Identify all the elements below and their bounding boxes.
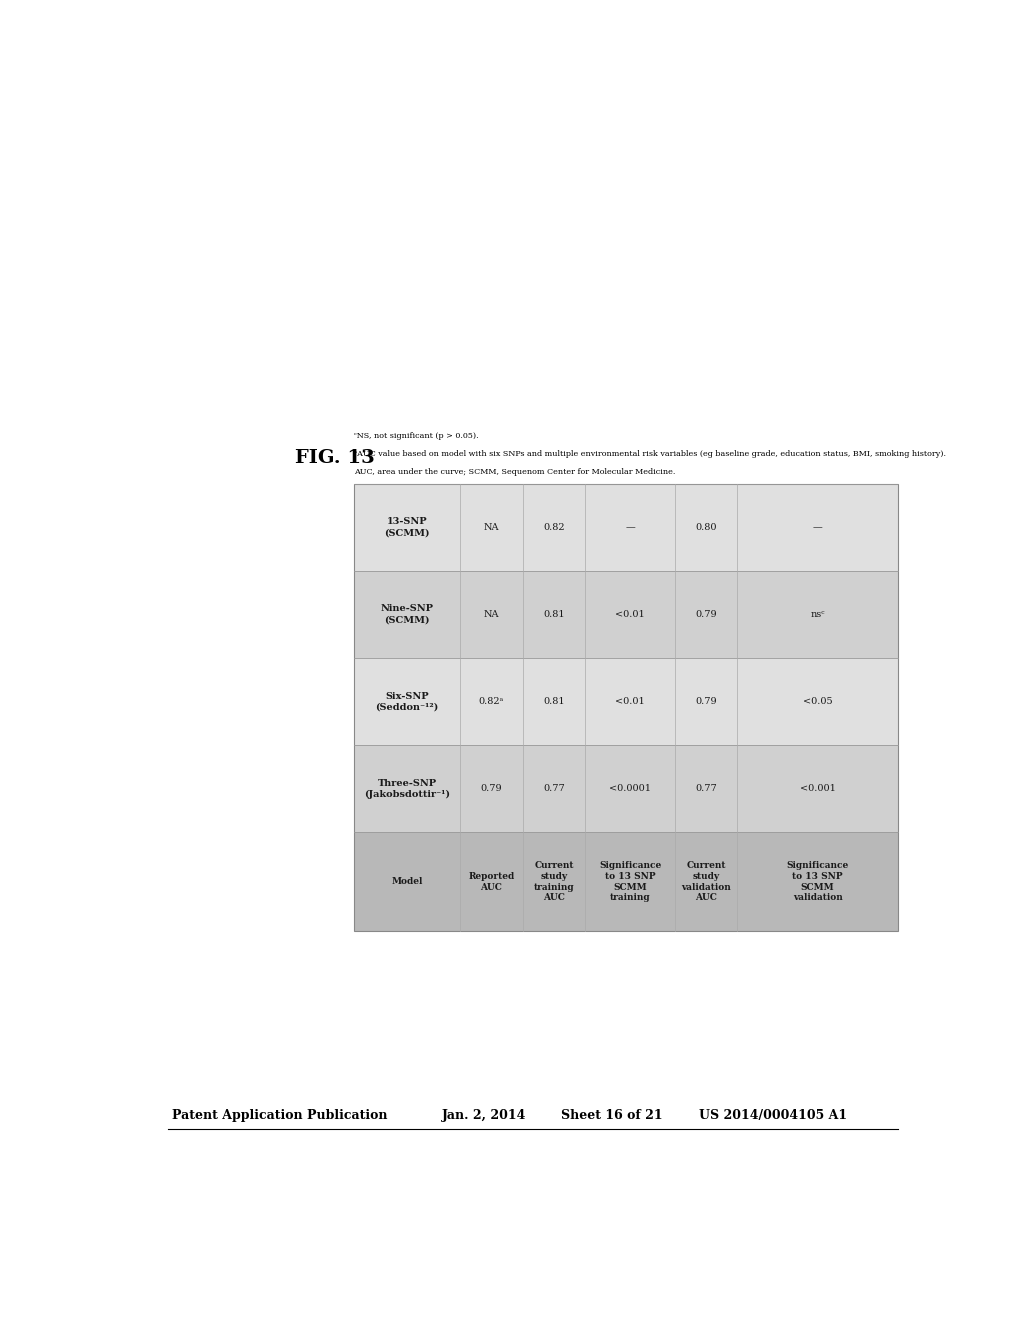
Text: <0.001: <0.001 — [800, 784, 836, 793]
Text: 0.79: 0.79 — [695, 697, 717, 706]
Text: Sheet 16 of 21: Sheet 16 of 21 — [560, 1109, 663, 1122]
Text: Current
study
training
AUC: Current study training AUC — [534, 861, 574, 903]
Text: Significance
to 13 SNP
SCMM
validation: Significance to 13 SNP SCMM validation — [786, 861, 849, 903]
Text: Model: Model — [391, 878, 423, 886]
Text: <0.01: <0.01 — [615, 610, 645, 619]
Text: Current
study
validation
AUC: Current study validation AUC — [681, 861, 731, 903]
Text: 0.79: 0.79 — [695, 610, 717, 619]
Text: Jan. 2, 2014: Jan. 2, 2014 — [441, 1109, 526, 1122]
Text: 0.77: 0.77 — [543, 784, 565, 793]
Text: —: — — [626, 523, 635, 532]
Text: NA: NA — [483, 523, 499, 532]
Text: Six-SNP
(Seddon⁻¹²): Six-SNP (Seddon⁻¹²) — [376, 692, 439, 711]
Text: 0.79: 0.79 — [480, 784, 502, 793]
Text: nsᶜ: nsᶜ — [810, 610, 825, 619]
Bar — [354, 483, 898, 931]
Text: —: — — [813, 523, 822, 532]
Text: <0.05: <0.05 — [803, 697, 833, 706]
Text: NA: NA — [483, 610, 499, 619]
Text: FIG. 13: FIG. 13 — [295, 449, 375, 467]
Text: 0.77: 0.77 — [695, 784, 717, 793]
Bar — [354, 483, 898, 570]
Bar — [354, 746, 898, 833]
Bar — [354, 833, 898, 931]
Text: ᶜNS, not significant (p > 0.05).: ᶜNS, not significant (p > 0.05). — [354, 432, 479, 440]
Text: 0.82ᵃ: 0.82ᵃ — [479, 697, 504, 706]
Text: <0.01: <0.01 — [615, 697, 645, 706]
Text: AUC, area under the curve; SCMM, Sequenom Center for Molecular Medicine.: AUC, area under the curve; SCMM, Sequeno… — [354, 469, 676, 477]
Text: 0.80: 0.80 — [695, 523, 717, 532]
Text: 0.81: 0.81 — [543, 697, 565, 706]
Text: ᵃAUC value based on model with six SNPs and multiple environmental risk variable: ᵃAUC value based on model with six SNPs … — [354, 450, 946, 458]
Text: Nine-SNP
(SCMM): Nine-SNP (SCMM) — [381, 605, 434, 624]
Bar — [354, 659, 898, 746]
Text: Reported
AUC: Reported AUC — [468, 871, 515, 891]
Text: 0.82: 0.82 — [543, 523, 565, 532]
Text: <0.0001: <0.0001 — [609, 784, 651, 793]
Text: 13-SNP
(SCMM): 13-SNP (SCMM) — [384, 517, 430, 537]
Text: US 2014/0004105 A1: US 2014/0004105 A1 — [699, 1109, 848, 1122]
Text: Significance
to 13 SNP
SCMM
training: Significance to 13 SNP SCMM training — [599, 861, 662, 903]
Text: Three-SNP
(Jakobsdottir⁻¹): Three-SNP (Jakobsdottir⁻¹) — [365, 779, 451, 799]
Bar — [354, 570, 898, 659]
Text: 0.81: 0.81 — [543, 610, 565, 619]
Text: Patent Application Publication: Patent Application Publication — [172, 1109, 387, 1122]
